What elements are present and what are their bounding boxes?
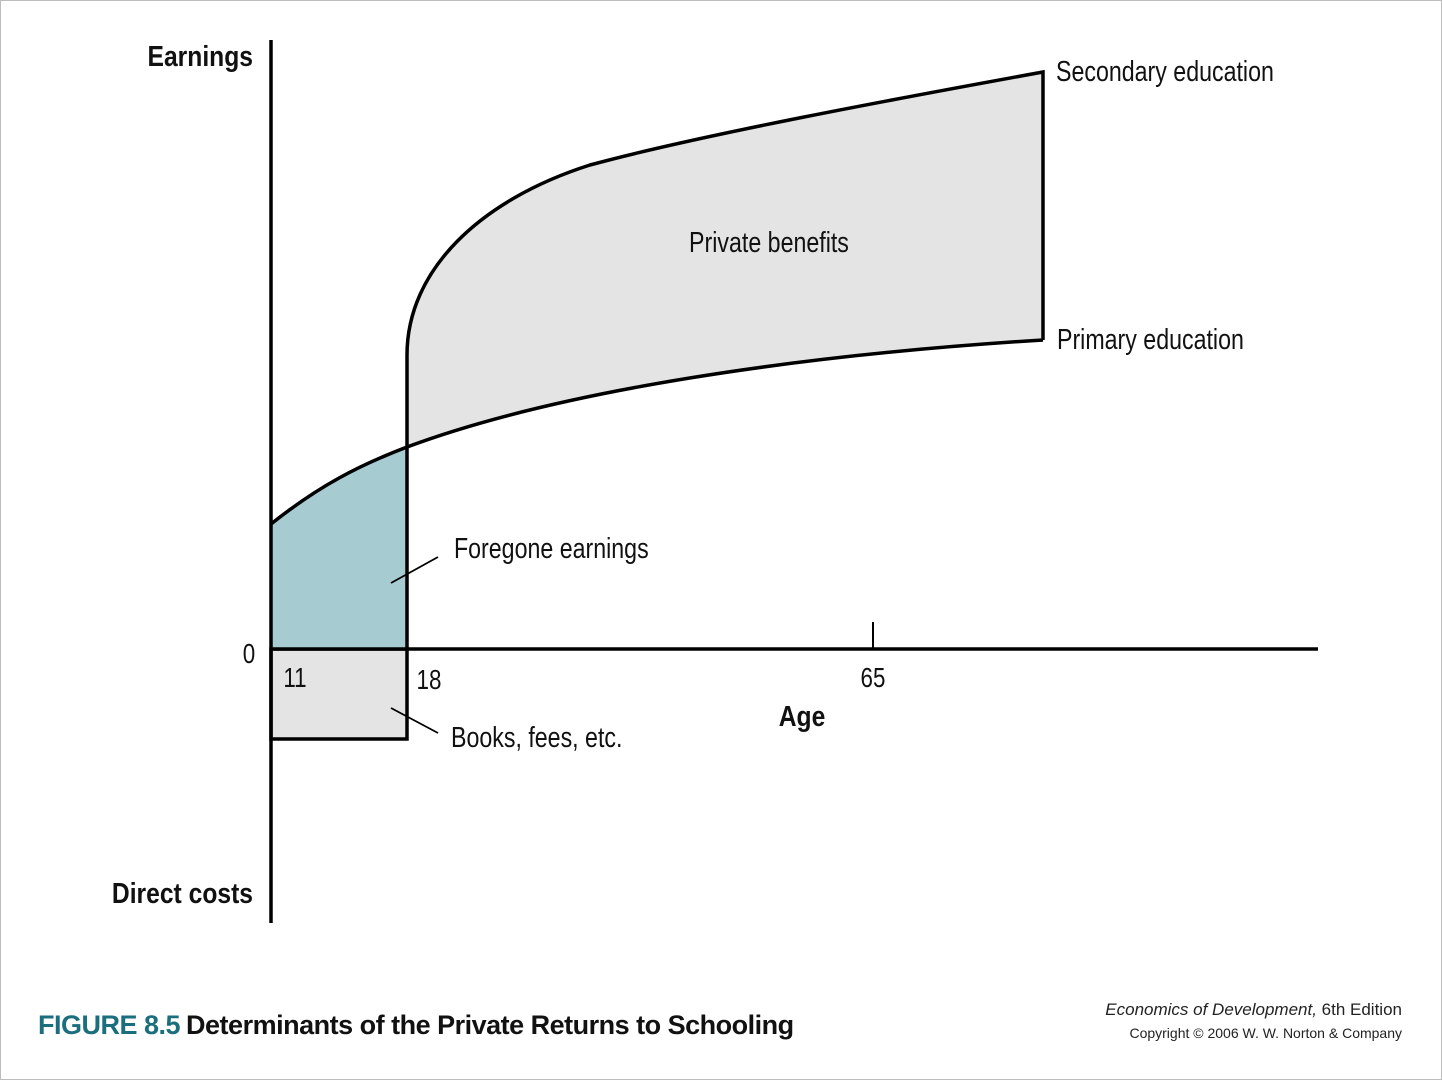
y-axis-bottom-label: Direct costs <box>112 877 253 909</box>
figure-title: Determinants of the Private Returns to S… <box>186 1010 794 1040</box>
figure-caption: FIGURE 8.5 Determinants of the Private Re… <box>38 1010 794 1041</box>
credit-book-title: Economics of Development, <box>1105 1000 1317 1019</box>
credit-copyright: Copyright © 2006 W. W. Norton & Company <box>1129 1025 1402 1041</box>
foregone-earnings-region <box>271 447 407 649</box>
private-benefits-label: Private benefits <box>689 225 849 258</box>
credit-book-line: Economics of Development, 6th Edition <box>1105 998 1402 1022</box>
secondary-education-label: Secondary education <box>1056 54 1274 87</box>
tick-label-11: 11 <box>283 663 306 694</box>
secondary-education-curve <box>405 69 1045 649</box>
foregone-earnings-label: Foregone earnings <box>454 531 649 564</box>
origin-label: 0 <box>243 639 255 670</box>
tick-label-65: 65 <box>861 663 886 694</box>
private-benefits-region <box>407 72 1043 447</box>
books-fees-label: Books, fees, etc. <box>451 720 622 753</box>
tick-label-18: 18 <box>417 665 442 696</box>
credit-edition: 6th Edition <box>1316 1000 1402 1019</box>
publisher-credit: Economics of Development, 6th Edition Co… <box>1105 998 1402 1044</box>
returns-to-schooling-diagram: Earnings Direct costs Age 0 11 18 65 Sec… <box>112 40 1318 923</box>
y-axis-top-label: Earnings <box>148 40 253 72</box>
books-fees-leader <box>390 707 439 734</box>
foregone-earnings-leader <box>390 556 439 584</box>
x-axis-label: Age <box>779 700 826 732</box>
primary-education-curve <box>269 338 1044 526</box>
primary-education-label: Primary education <box>1057 322 1244 355</box>
figure-number: FIGURE 8.5 <box>38 1010 181 1040</box>
